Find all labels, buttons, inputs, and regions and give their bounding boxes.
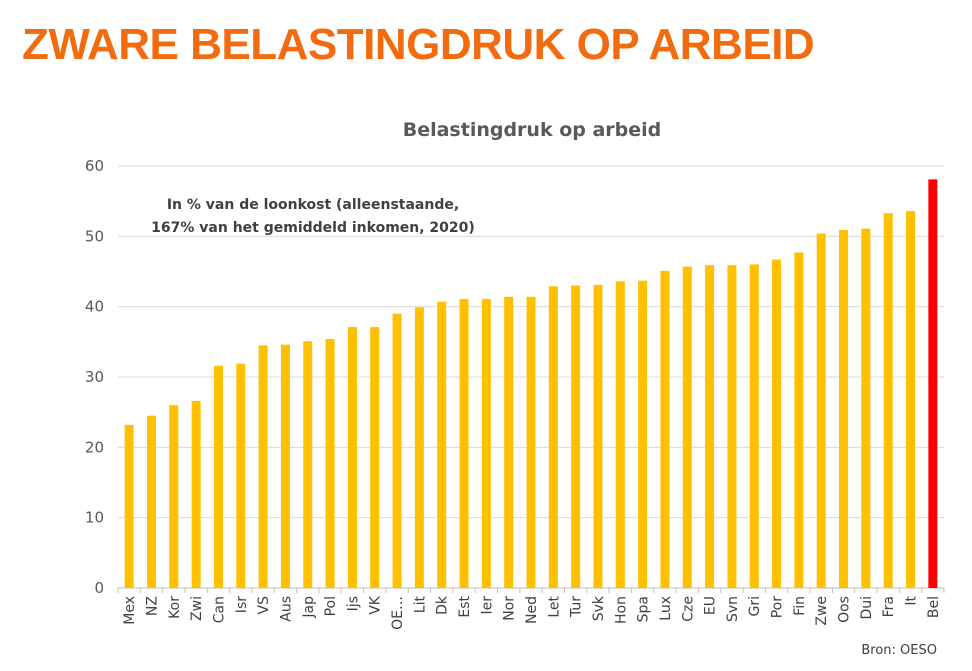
x-tick-label: Oos (837, 596, 853, 623)
bar-oe (392, 313, 402, 588)
x-tick-label: Spa (636, 596, 652, 622)
x-tick-label: VS (256, 596, 272, 615)
x-tick-label: Lux (658, 596, 674, 621)
bar-vk (370, 327, 380, 588)
bar-jap (303, 341, 313, 588)
bar-ijs (347, 327, 357, 588)
bar-hon (615, 281, 625, 588)
x-tick-label: Can (211, 596, 227, 623)
bar-dui (861, 228, 871, 588)
bar-aus (280, 344, 290, 588)
x-tick-label: Nor (502, 596, 518, 621)
x-tick-label: Aus (278, 596, 294, 622)
x-tick-label: Est (457, 596, 473, 618)
bar-lit (414, 307, 424, 588)
bar-dk (437, 301, 447, 588)
x-tick-label: Ijs (345, 596, 361, 611)
bar-svk (593, 284, 603, 588)
y-tick-label: 40 (85, 298, 104, 316)
y-tick-label: 10 (85, 509, 104, 527)
bar-vs (258, 345, 268, 588)
x-tick-label: Jap (301, 596, 317, 619)
x-tick-label: Tur (569, 596, 585, 618)
x-tick-label: Lit (412, 595, 428, 613)
x-tick-label: Svk (591, 595, 607, 621)
bar-it (906, 211, 916, 588)
x-tick-label: Fra (881, 596, 897, 617)
y-tick-label: 20 (85, 438, 104, 456)
bar-ier (481, 298, 491, 588)
y-tick-label: 50 (85, 227, 104, 245)
x-tick-label: NZ (144, 596, 160, 616)
x-tick-label: Mex (122, 596, 138, 625)
bar-cze (682, 266, 692, 588)
bar-isr (236, 363, 246, 588)
bars (124, 179, 938, 588)
bar-let (548, 286, 558, 588)
bar-nor (504, 296, 514, 588)
source-note: Bron: OESO (861, 643, 937, 658)
x-tick-label: VK (368, 595, 384, 615)
x-tick-label: Zwe (814, 596, 830, 626)
bar-nz (146, 415, 156, 588)
x-tick-label: Ier (479, 596, 495, 615)
x-tick-label: OE… (390, 596, 406, 630)
bar-can (213, 365, 223, 588)
bar-fin (794, 252, 804, 588)
x-tick-label: Pol (323, 596, 339, 616)
bar-svn (727, 265, 737, 588)
bar-pol (325, 339, 335, 588)
x-tick-label: Dk (435, 595, 451, 615)
bar-kor (169, 405, 179, 588)
x-tick-label: Fin (792, 596, 808, 616)
y-axis-ticks: 0 10 20 30 40 50 60 (85, 157, 104, 597)
bar-lux (660, 270, 670, 588)
page-title: ZWARE BELASTINGDRUK OP ARBEID (22, 20, 815, 69)
x-tick-label: Let (546, 595, 562, 617)
bar-fra (883, 213, 893, 588)
x-tick-label: It (904, 595, 920, 605)
bar-ned (526, 296, 536, 588)
x-tick-label: Por (770, 596, 786, 619)
bar-por (772, 259, 782, 588)
bar-oos (839, 230, 849, 588)
annotation-line-1: In % van de loonkost (alleenstaande, (167, 197, 459, 213)
x-tick-label: Ned (524, 596, 540, 624)
annotation-line-2: 167% van het gemiddeld inkomen, 2020) (151, 220, 475, 236)
x-tick-label: Isr (234, 596, 250, 613)
bar-bel (928, 179, 938, 588)
x-tick-label: Bel (926, 596, 942, 618)
bar-est (459, 298, 469, 588)
x-tick-label: Zwi (189, 596, 205, 621)
y-tick-label: 60 (85, 157, 104, 175)
y-tick-label: 30 (85, 368, 104, 386)
bar-tur (571, 285, 581, 588)
x-tick-label: EU (703, 596, 719, 615)
bar-eu (705, 265, 715, 588)
bar-mex (124, 424, 134, 588)
x-tick-label: Dui (859, 596, 875, 620)
y-tick-label: 0 (94, 579, 104, 597)
chart-title: Belastingdruk op arbeid (403, 119, 662, 141)
bar-zwi (191, 400, 201, 588)
x-tick-label: Kor (167, 596, 183, 619)
bar-spa (638, 280, 648, 588)
x-tick-label: Hon (613, 596, 629, 624)
x-tick-label: Gri (747, 596, 763, 617)
bar-zwe (816, 233, 826, 588)
x-axis-ticks: Mex NZ Kor Zwi Can Isr VS Aus Jap Pol Ijs VK OE… Lit D… (117, 588, 945, 630)
x-tick-label: Cze (680, 596, 696, 622)
x-tick-label: Svn (725, 596, 741, 622)
bar-gri (749, 264, 759, 588)
